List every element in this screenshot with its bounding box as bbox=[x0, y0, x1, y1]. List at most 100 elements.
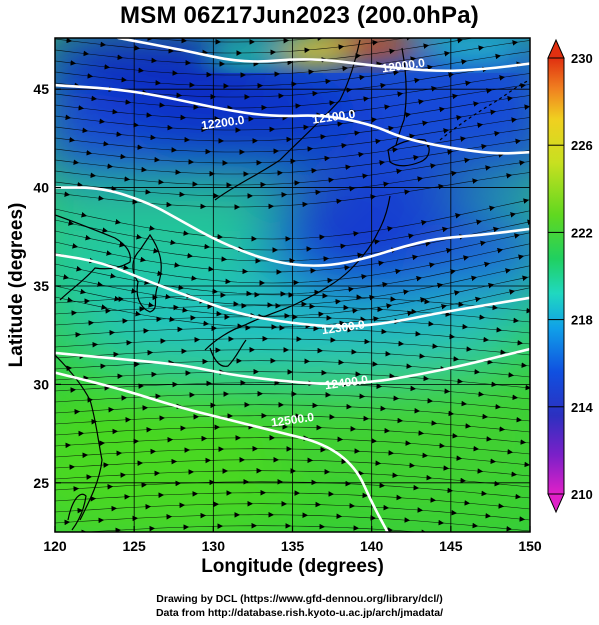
wind-arrow bbox=[523, 198, 530, 204]
streamline bbox=[55, 382, 530, 400]
streamline bbox=[55, 481, 530, 499]
wind-arrow bbox=[442, 226, 449, 233]
x-axis-ticks: 120 125 130 135 140 145 150 bbox=[43, 526, 542, 554]
x-tick-label: 140 bbox=[360, 538, 384, 554]
wind-arrow bbox=[488, 282, 495, 289]
wind-arrow bbox=[81, 212, 88, 218]
streamline bbox=[55, 404, 530, 422]
wind-arrow bbox=[509, 289, 516, 295]
wind-arrow bbox=[123, 264, 130, 271]
y-axis-label: Latitude (degrees) bbox=[6, 202, 27, 368]
contour-label: 12500.0 bbox=[270, 410, 315, 430]
contour-label: 12000.0 bbox=[381, 56, 426, 76]
contour-labels: 12000.0 12100.0 12200.0 12300.0 12400.0 12500… bbox=[200, 56, 426, 430]
colorbar-tick-label: 210 bbox=[571, 487, 593, 502]
streamline bbox=[55, 232, 530, 273]
streamline bbox=[55, 360, 530, 378]
contour-label: 12400.0 bbox=[324, 372, 369, 392]
streamline bbox=[55, 95, 530, 131]
wind-arrow bbox=[135, 310, 142, 317]
wind-arrow bbox=[119, 241, 126, 248]
streamline bbox=[55, 40, 530, 76]
wind-arrow bbox=[85, 234, 92, 241]
colorbar-max-arrow bbox=[547, 38, 565, 59]
x-tick-label: 135 bbox=[281, 538, 305, 554]
data-credit: Data from http://database.rish.kyoto-u.a… bbox=[155, 607, 444, 619]
wind-arrow bbox=[407, 310, 414, 317]
colorbar-tick-label: 222 bbox=[571, 225, 593, 240]
contour-label: 12300.0 bbox=[321, 317, 366, 337]
wind-arrow bbox=[140, 256, 147, 263]
streamline bbox=[55, 459, 530, 477]
colorbar-tick-label: 226 bbox=[571, 138, 593, 153]
streamline bbox=[55, 437, 530, 455]
wind-arrow bbox=[76, 265, 83, 272]
wind-arrow bbox=[101, 304, 108, 310]
height-contour bbox=[55, 83, 530, 155]
wind-arrow bbox=[514, 233, 521, 239]
wind-arrow bbox=[505, 268, 512, 274]
wind-arrow bbox=[489, 205, 496, 212]
wind-streamlines bbox=[55, 38, 530, 532]
streamline bbox=[55, 139, 530, 175]
x-tick-label: 150 bbox=[518, 538, 542, 554]
wind-arrow bbox=[403, 289, 410, 295]
y-tick-label: 45 bbox=[33, 81, 49, 97]
wind-arrow bbox=[476, 219, 483, 225]
wind-arrow bbox=[136, 234, 143, 240]
y-axis-ticks: 25 30 35 40 45 bbox=[33, 81, 61, 491]
height-contours bbox=[55, 38, 530, 532]
wind-arrow bbox=[441, 303, 448, 310]
wind-arrow bbox=[395, 268, 402, 275]
wind-arrow bbox=[102, 227, 109, 233]
wind-arrow bbox=[63, 274, 70, 280]
map-title: MSM 06Z17Jun2023 (200.0hPa) bbox=[120, 2, 479, 29]
wind-arrow bbox=[412, 254, 419, 261]
wind-arrow bbox=[115, 219, 122, 225]
wind-arrow bbox=[67, 297, 74, 303]
wind-arrow bbox=[497, 247, 504, 254]
streamline bbox=[55, 514, 530, 532]
colorbar-gradient bbox=[547, 57, 565, 495]
wind-arrow bbox=[387, 226, 394, 232]
y-tick-label: 40 bbox=[33, 180, 49, 196]
wind-arrow bbox=[471, 275, 478, 282]
colorbar: 210 214 218 222 226 230 bbox=[547, 38, 593, 514]
y-tick-label: 35 bbox=[33, 278, 49, 294]
wind-arrow bbox=[97, 281, 104, 287]
height-contour bbox=[55, 253, 530, 328]
wind-arrow bbox=[425, 241, 432, 247]
wind-arrow bbox=[518, 254, 525, 260]
wind-arrow bbox=[106, 250, 113, 256]
wind-arrow bbox=[80, 288, 87, 295]
x-axis-label: Longitude (degrees) bbox=[201, 556, 384, 577]
height-contour bbox=[55, 186, 530, 267]
contour-label: 12200.0 bbox=[200, 113, 245, 133]
wind-arrow bbox=[437, 282, 444, 289]
streamline bbox=[55, 38, 407, 54]
wind-arrow bbox=[455, 213, 462, 219]
streamline bbox=[55, 172, 530, 208]
graticule bbox=[55, 38, 530, 532]
y-tick-label: 30 bbox=[33, 376, 49, 392]
streamline bbox=[55, 210, 530, 251]
x-tick-label: 145 bbox=[439, 538, 463, 554]
colorbar-tick-label: 218 bbox=[571, 313, 593, 328]
wind-arrow bbox=[110, 273, 117, 279]
height-contour bbox=[55, 347, 530, 386]
contour-label: 12100.0 bbox=[311, 107, 356, 127]
wind-arrow bbox=[484, 261, 491, 268]
coastlines bbox=[55, 39, 530, 531]
colorbar-min-arrow bbox=[547, 493, 565, 514]
wind-arrow bbox=[429, 262, 436, 268]
wind-arrow bbox=[408, 233, 415, 239]
drawing-credit: Drawing by DCL (https://www.gfd-dennou.o… bbox=[156, 593, 443, 605]
wind-arrow bbox=[480, 240, 487, 247]
wind-arrow bbox=[416, 275, 423, 282]
height-contour bbox=[55, 371, 389, 532]
colorbar-tick-label: 214 bbox=[571, 400, 593, 415]
wind-arrow bbox=[522, 275, 529, 282]
wind-arrow bbox=[493, 226, 500, 233]
wind-arrow bbox=[475, 296, 482, 303]
